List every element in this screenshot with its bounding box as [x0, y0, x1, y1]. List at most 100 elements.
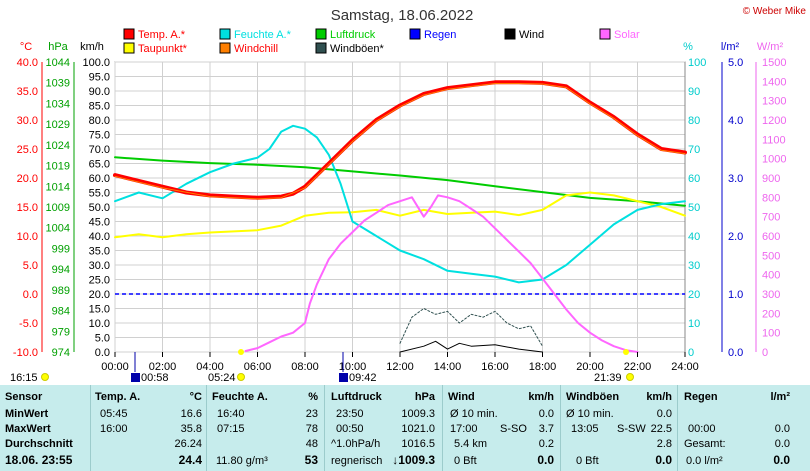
max-press-val: 1021.0 — [401, 423, 435, 435]
wind-tick-label: 95.0 — [89, 72, 110, 84]
hdr-temp-unit: °C — [189, 391, 202, 403]
rain-tick-label: 2.0 — [728, 231, 743, 243]
chart-title: Samstag, 18.06.2022 — [331, 7, 474, 24]
moonrise-icon — [131, 373, 140, 382]
x-tick-label: 08:00 — [291, 361, 319, 373]
press-unit-label: hPa — [48, 41, 68, 53]
solar-tick-label: 800 — [762, 192, 780, 204]
hum-tick-label: 30 — [688, 260, 700, 272]
press-tick-label: 989 — [52, 285, 70, 297]
wind-tick-label: 45.0 — [89, 217, 110, 229]
legend-swatch — [123, 28, 135, 40]
press-tick-label: 1009 — [46, 202, 70, 214]
x-tick-label: 04:00 — [196, 361, 224, 373]
weather-chart: Samstag, 18.06.2022 © Weber Mike Temp. A… — [10, 6, 806, 384]
solar-tick-label: 1400 — [762, 76, 786, 88]
max-temp-time: 16:00 — [100, 423, 128, 435]
wind-tick-label: 60.0 — [89, 173, 110, 185]
wind-tick-label: 90.0 — [89, 86, 110, 98]
hum-unit-label: % — [683, 41, 693, 53]
avg-wind-val: 0.2 — [538, 438, 554, 450]
press-tick-label: 1029 — [46, 119, 70, 131]
wind-tick-label: 5.0 — [95, 333, 110, 345]
temp-tick-label: 5.0 — [23, 260, 38, 272]
moonrise-label: 00:58 — [141, 372, 169, 384]
hdr-rain-unit: l/m² — [770, 391, 790, 403]
max-wind-dir: S-SO — [500, 423, 527, 435]
hdr-temp: Temp. A. — [95, 391, 141, 403]
max-hum-time: 07:15 — [217, 423, 245, 435]
cur-hum-val: 53 — [304, 453, 318, 467]
temp-tick-label: 10.0 — [17, 231, 38, 243]
hum-tick-label: 80 — [688, 115, 700, 127]
cur-rain-total: 0.0 l/m² — [686, 455, 723, 467]
series-feuchte-a — [114, 124, 686, 284]
solar-tick-label: 1100 — [762, 134, 786, 146]
max-press-time: 00:50 — [336, 423, 364, 435]
rain-tick-label: 3.0 — [728, 173, 743, 185]
avg-rain-val: 0.0 — [774, 438, 790, 450]
avg-gust-val: 2.8 — [656, 438, 672, 450]
hum-tick-label: 20 — [688, 289, 700, 301]
min-wind-val: 0.0 — [538, 408, 554, 420]
wind-tick-label: 75.0 — [89, 130, 110, 142]
press-tick-label: 1019 — [46, 161, 70, 173]
hdr-wind: Wind — [448, 391, 475, 403]
rain-tick-label: 0.0 — [728, 347, 743, 359]
hum-tick-label: 100 — [688, 57, 706, 69]
wind-tick-label: 10.0 — [89, 318, 110, 330]
wind-tick-label: 70.0 — [89, 144, 110, 156]
max-hum-val: 78 — [305, 423, 318, 435]
legend-label: Luftdruck — [330, 29, 376, 41]
hum-tick-label: 90 — [688, 86, 700, 98]
hdr-press: Luftdruck — [331, 391, 382, 403]
cur-press-val: ↓1009.3 — [392, 453, 435, 467]
x-tick-label: 00:00 — [101, 361, 129, 373]
cur-wind-bft: 0 Bft — [454, 455, 477, 467]
hum-tick-label: 40 — [688, 231, 700, 243]
rain-tick-label: 1.0 — [728, 289, 743, 301]
avg-press-val: 1016.5 — [401, 438, 435, 450]
legend-swatch — [409, 28, 421, 40]
sun-moon-markers: 16:15 00:58 05:24 09:42 21:39 — [10, 349, 634, 384]
hum-tick-label: 60 — [688, 173, 700, 185]
min-gust-a: Ø 10 min. — [566, 408, 614, 420]
temp-tick-label: -5.0 — [19, 318, 38, 330]
series — [113, 80, 687, 353]
cur-rain-val: 0.0 — [773, 453, 790, 467]
max-rain-val: 0.0 — [774, 423, 790, 435]
x-tick-label: 14:00 — [434, 361, 462, 373]
row-max-label: MaxWert — [5, 423, 51, 435]
legend-swatch — [219, 42, 231, 54]
solar-tick-label: 400 — [762, 270, 780, 282]
min-press-time: 23:50 — [336, 408, 364, 420]
legend-swatch — [219, 28, 231, 40]
legend-swatch — [315, 28, 327, 40]
wind-tick-label: 55.0 — [89, 188, 110, 200]
hdr-press-unit: hPa — [414, 391, 435, 403]
sunrise-axis-dot — [238, 349, 244, 355]
temp-tick-label: 20.0 — [17, 173, 38, 185]
min-gust-val: 0.0 — [656, 408, 672, 420]
min-hum-time: 16:40 — [217, 408, 245, 420]
wind-tick-label: 20.0 — [89, 289, 110, 301]
wind-tick-label: 65.0 — [89, 159, 110, 171]
legend: Temp. A.* Feuchte A.* Luftdruck Regen Wind So… — [123, 28, 640, 55]
solar-tick-label: 900 — [762, 173, 780, 185]
series-luftdruck — [114, 156, 686, 207]
avg-wind-dist: 5.4 km — [454, 438, 488, 450]
x-tick-label: 06:00 — [244, 361, 272, 373]
solar-tick-label: 0 — [762, 347, 768, 359]
press-tick-label: 1039 — [46, 78, 70, 90]
cur-temp-val: 24.4 — [178, 453, 202, 467]
temp-tick-label: -10.0 — [13, 347, 38, 359]
legend-label: Solar — [614, 29, 640, 41]
max-wind-time: 17:00 — [450, 423, 478, 435]
cur-press-forecast: regnerisch — [331, 455, 383, 467]
axis-ticks: 40.0 35.0 30.0 25.0 20.0 15.0 10.0 5.0 0.0 -5.0 -1… — [13, 57, 787, 359]
rain-unit-label: l/m² — [721, 41, 740, 53]
x-tick-label: 20:00 — [576, 361, 604, 373]
press-tick-label: 1034 — [46, 98, 70, 110]
legend-swatch — [599, 28, 611, 40]
cur-hum-abs: 11.80 g/m³ — [216, 455, 268, 467]
